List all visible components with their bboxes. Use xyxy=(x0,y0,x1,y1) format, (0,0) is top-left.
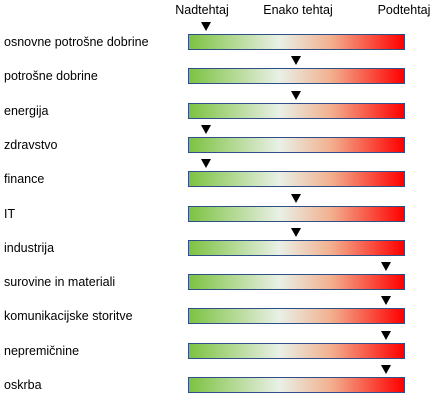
scale-label-neutral: Enako tehtaj xyxy=(263,3,333,17)
sector-label: osnovne potrošne dobrine xyxy=(4,35,149,49)
rating-marker xyxy=(381,262,391,271)
rating-scale-bar xyxy=(188,240,405,256)
rating-scale-bar xyxy=(188,34,405,50)
sector-label: IT xyxy=(4,207,16,221)
rating-marker xyxy=(291,91,301,100)
rating-scale-bar xyxy=(188,274,405,290)
rating-scale-bar xyxy=(188,343,405,359)
sector-label: nepremičnine xyxy=(4,344,80,358)
rating-marker xyxy=(291,228,301,237)
rating-marker xyxy=(201,22,211,31)
sector-label: finance xyxy=(4,172,45,186)
rating-marker xyxy=(201,159,211,168)
sector-label: industrija xyxy=(4,241,55,255)
rating-marker xyxy=(381,296,391,305)
rating-scale-bar xyxy=(188,68,405,84)
sector-label: oskrba xyxy=(4,378,42,392)
sector-label: komunikacijske storitve xyxy=(4,309,133,323)
rating-marker xyxy=(291,194,301,203)
rating-marker xyxy=(201,125,211,134)
sector-label: potrošne dobrine xyxy=(4,69,98,83)
rating-marker xyxy=(381,365,391,374)
rating-scale-bar xyxy=(188,103,405,119)
rating-marker xyxy=(291,56,301,65)
sector-label: energija xyxy=(4,104,49,118)
scale-label-underweight: Podtehtaj xyxy=(377,3,431,17)
rating-scale-bar xyxy=(188,137,405,153)
rating-scale-bar xyxy=(188,308,405,324)
scale-label-overweight: Nadtehtaj xyxy=(175,3,229,17)
sector-label: surovine in materiali xyxy=(4,275,116,289)
rating-marker xyxy=(381,331,391,340)
rating-scale-bar xyxy=(188,171,405,187)
rating-scale-bar xyxy=(188,206,405,222)
rating-scale-bar xyxy=(188,377,405,393)
sector-label: zdravstvo xyxy=(4,138,58,152)
